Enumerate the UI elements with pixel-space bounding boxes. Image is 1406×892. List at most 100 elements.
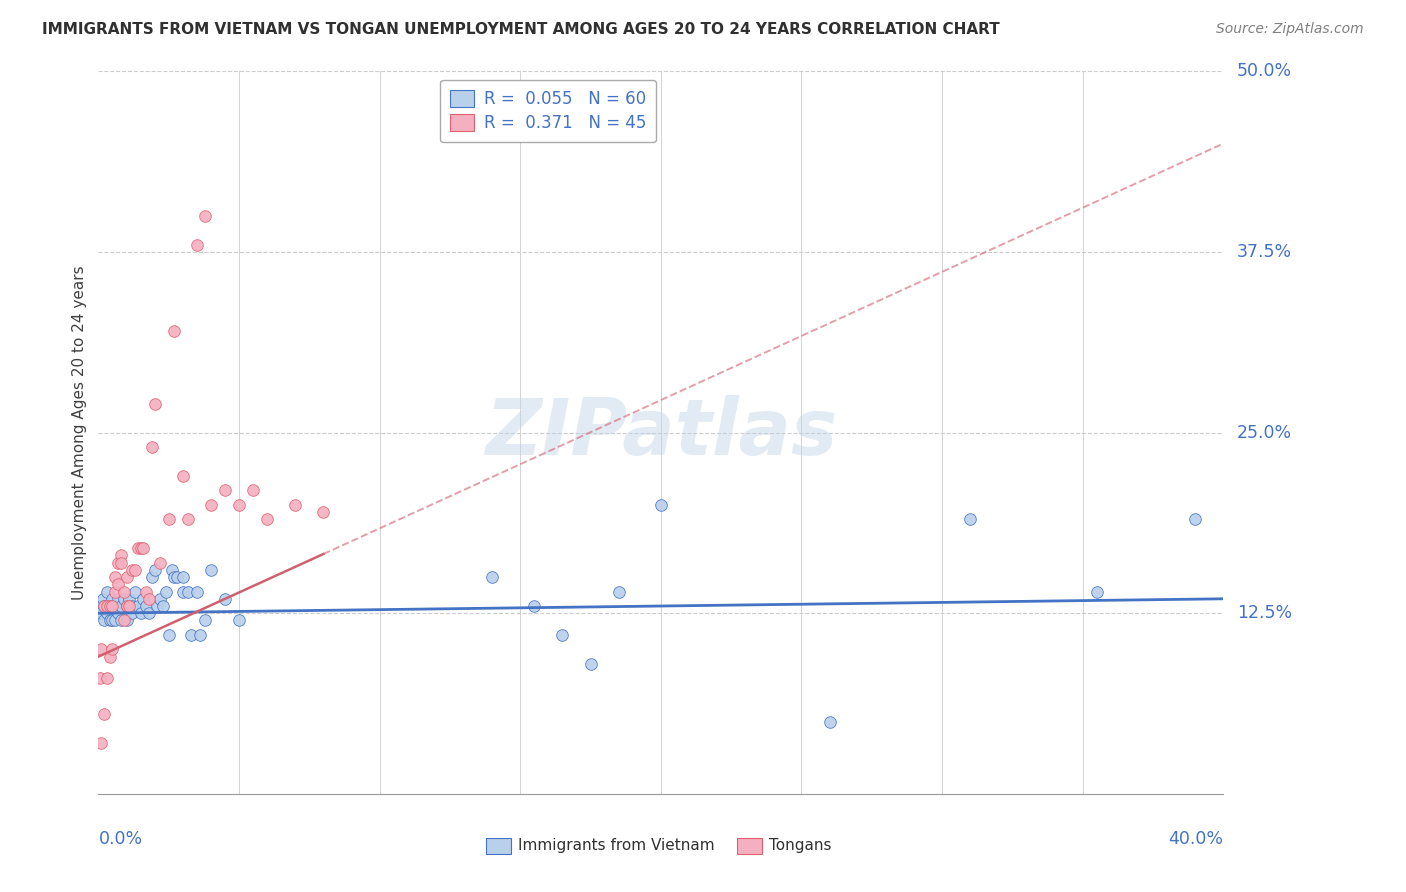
Point (959, 512, 981, 526)
FancyBboxPatch shape (737, 838, 762, 854)
Point (163, 325, 186, 339)
Point (110, 549, 132, 563)
Point (160, 563, 183, 577)
Point (124, 584, 146, 599)
Point (93, 599, 115, 613)
Point (135, 584, 157, 599)
Point (107, 556, 129, 570)
Text: IMMIGRANTS FROM VIETNAM VS TONGAN UNEMPLOYMENT AMONG AGES 20 TO 24 YEARS CORRELA: IMMIGRANTS FROM VIETNAM VS TONGAN UNEMPL… (42, 22, 1000, 37)
Point (89, 599, 111, 613)
Point (124, 563, 146, 577)
Point (121, 599, 143, 613)
Point (96, 584, 118, 599)
Point (141, 570, 163, 584)
Point (96, 671, 118, 685)
Point (104, 584, 127, 599)
Point (138, 607, 160, 621)
Point (312, 505, 335, 519)
Point (112, 584, 135, 599)
Point (135, 599, 157, 613)
Point (214, 483, 236, 498)
Text: 12.5%: 12.5% (1237, 604, 1292, 623)
Point (96, 599, 118, 613)
Point (127, 541, 149, 556)
Point (200, 563, 222, 577)
Point (177, 512, 200, 526)
Point (177, 584, 200, 599)
Point (90, 736, 112, 750)
Point (104, 614, 127, 628)
Point (194, 209, 217, 223)
Point (91, 591, 114, 606)
Point (90, 607, 112, 621)
Point (90, 642, 112, 657)
Point (96, 607, 118, 621)
Point (166, 570, 188, 584)
Text: 50.0%: 50.0% (1237, 62, 1292, 80)
Point (118, 591, 141, 606)
Point (149, 591, 172, 606)
Point (110, 614, 132, 628)
Point (93, 599, 115, 613)
Point (141, 440, 163, 454)
Point (228, 614, 250, 628)
Point (89, 671, 111, 685)
Point (146, 599, 169, 613)
Point (93, 707, 115, 722)
Point (104, 570, 127, 584)
Point (481, 570, 503, 584)
Point (188, 628, 211, 642)
Point (101, 614, 124, 628)
Point (186, 237, 208, 252)
Point (129, 607, 152, 621)
Text: ZIPatlas: ZIPatlas (485, 394, 837, 471)
Point (172, 570, 194, 584)
Text: Immigrants from Vietnam: Immigrants from Vietnam (517, 838, 714, 854)
Point (112, 614, 135, 628)
Point (143, 397, 166, 411)
Point (650, 498, 672, 512)
Text: 0.0%: 0.0% (98, 830, 142, 848)
Point (101, 599, 124, 613)
Point (104, 599, 127, 613)
Point (132, 591, 155, 606)
Point (579, 657, 602, 671)
Point (228, 498, 250, 512)
Point (115, 570, 138, 584)
Point (112, 591, 135, 606)
Point (121, 563, 143, 577)
Point (118, 599, 141, 613)
Point (284, 498, 307, 512)
Point (115, 614, 138, 628)
Point (101, 599, 124, 613)
Point (1085, 584, 1108, 599)
Point (107, 591, 129, 606)
Text: Source: ZipAtlas.com: Source: ZipAtlas.com (1216, 22, 1364, 37)
Point (149, 556, 172, 570)
Point (98, 599, 121, 613)
Point (163, 570, 186, 584)
Point (101, 642, 124, 657)
Point (132, 541, 155, 556)
Point (172, 584, 194, 599)
Point (551, 628, 574, 642)
Point (214, 591, 236, 606)
Text: 37.5%: 37.5% (1237, 243, 1292, 261)
Point (98, 614, 121, 628)
Point (115, 599, 138, 613)
Point (110, 599, 132, 613)
Point (93, 614, 115, 628)
Point (523, 599, 546, 613)
Point (186, 584, 208, 599)
Text: 40.0%: 40.0% (1168, 830, 1223, 848)
Point (121, 607, 143, 621)
Point (256, 512, 278, 526)
Point (98, 599, 121, 613)
Point (129, 541, 152, 556)
Point (98, 649, 121, 664)
Point (157, 628, 180, 642)
Point (242, 483, 264, 498)
Point (194, 614, 217, 628)
Y-axis label: Unemployment Among Ages 20 to 24 years: Unemployment Among Ages 20 to 24 years (72, 265, 87, 600)
Point (107, 607, 129, 621)
